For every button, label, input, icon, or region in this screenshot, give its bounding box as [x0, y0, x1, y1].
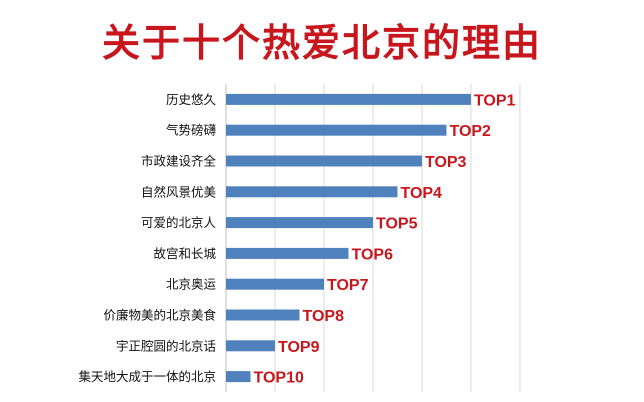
- category-label: 自然风景优美: [141, 184, 216, 199]
- bars: [226, 93, 471, 383]
- chart-title: 关于十个热爱北京的理由: [101, 21, 542, 65]
- data-label: TOP8: [302, 308, 344, 325]
- bar: [226, 371, 251, 383]
- category-label: 市政建设齐全: [141, 154, 217, 169]
- category-label: 宇正腔圆的北京话: [116, 338, 216, 353]
- category-labels: 历史悠久气势磅礴市政建设齐全自然风景优美可爱的北京人故宫和长城北京奥运价廉物美的…: [78, 92, 216, 384]
- category-label: 可爱的北京人: [141, 215, 217, 230]
- data-label: TOP6: [351, 246, 393, 263]
- bar: [226, 155, 422, 167]
- data-labels: TOP1 TOP2 TOP3 TOP4 TOP5 TOP6 TOP7 TOP8 TOP9 TOP1…: [253, 92, 515, 386]
- bar: [226, 278, 324, 290]
- bar: [226, 247, 349, 259]
- bar: [226, 124, 447, 136]
- data-label: TOP4: [400, 185, 442, 202]
- data-label: TOP1: [474, 92, 516, 109]
- category-label: 故宫和长城: [153, 246, 216, 261]
- bar: [226, 186, 398, 198]
- category-label: 历史悠久: [166, 92, 217, 107]
- category-label: 气势磅礴: [166, 123, 216, 138]
- category-label: 北京奥运: [166, 277, 217, 292]
- data-label: TOP7: [327, 277, 369, 294]
- data-label: TOP2: [449, 123, 491, 140]
- data-label: TOP5: [376, 216, 418, 233]
- bar: [226, 340, 275, 352]
- category-label: 价廉物美的北京美食: [103, 308, 216, 323]
- bar: [226, 217, 373, 229]
- data-label: TOP9: [278, 339, 320, 356]
- data-label: TOP3: [425, 154, 467, 171]
- bar: [226, 93, 471, 105]
- data-label: TOP10: [253, 370, 304, 387]
- category-label: 集天地大成于一体的北京: [78, 369, 216, 384]
- bar: [226, 309, 300, 321]
